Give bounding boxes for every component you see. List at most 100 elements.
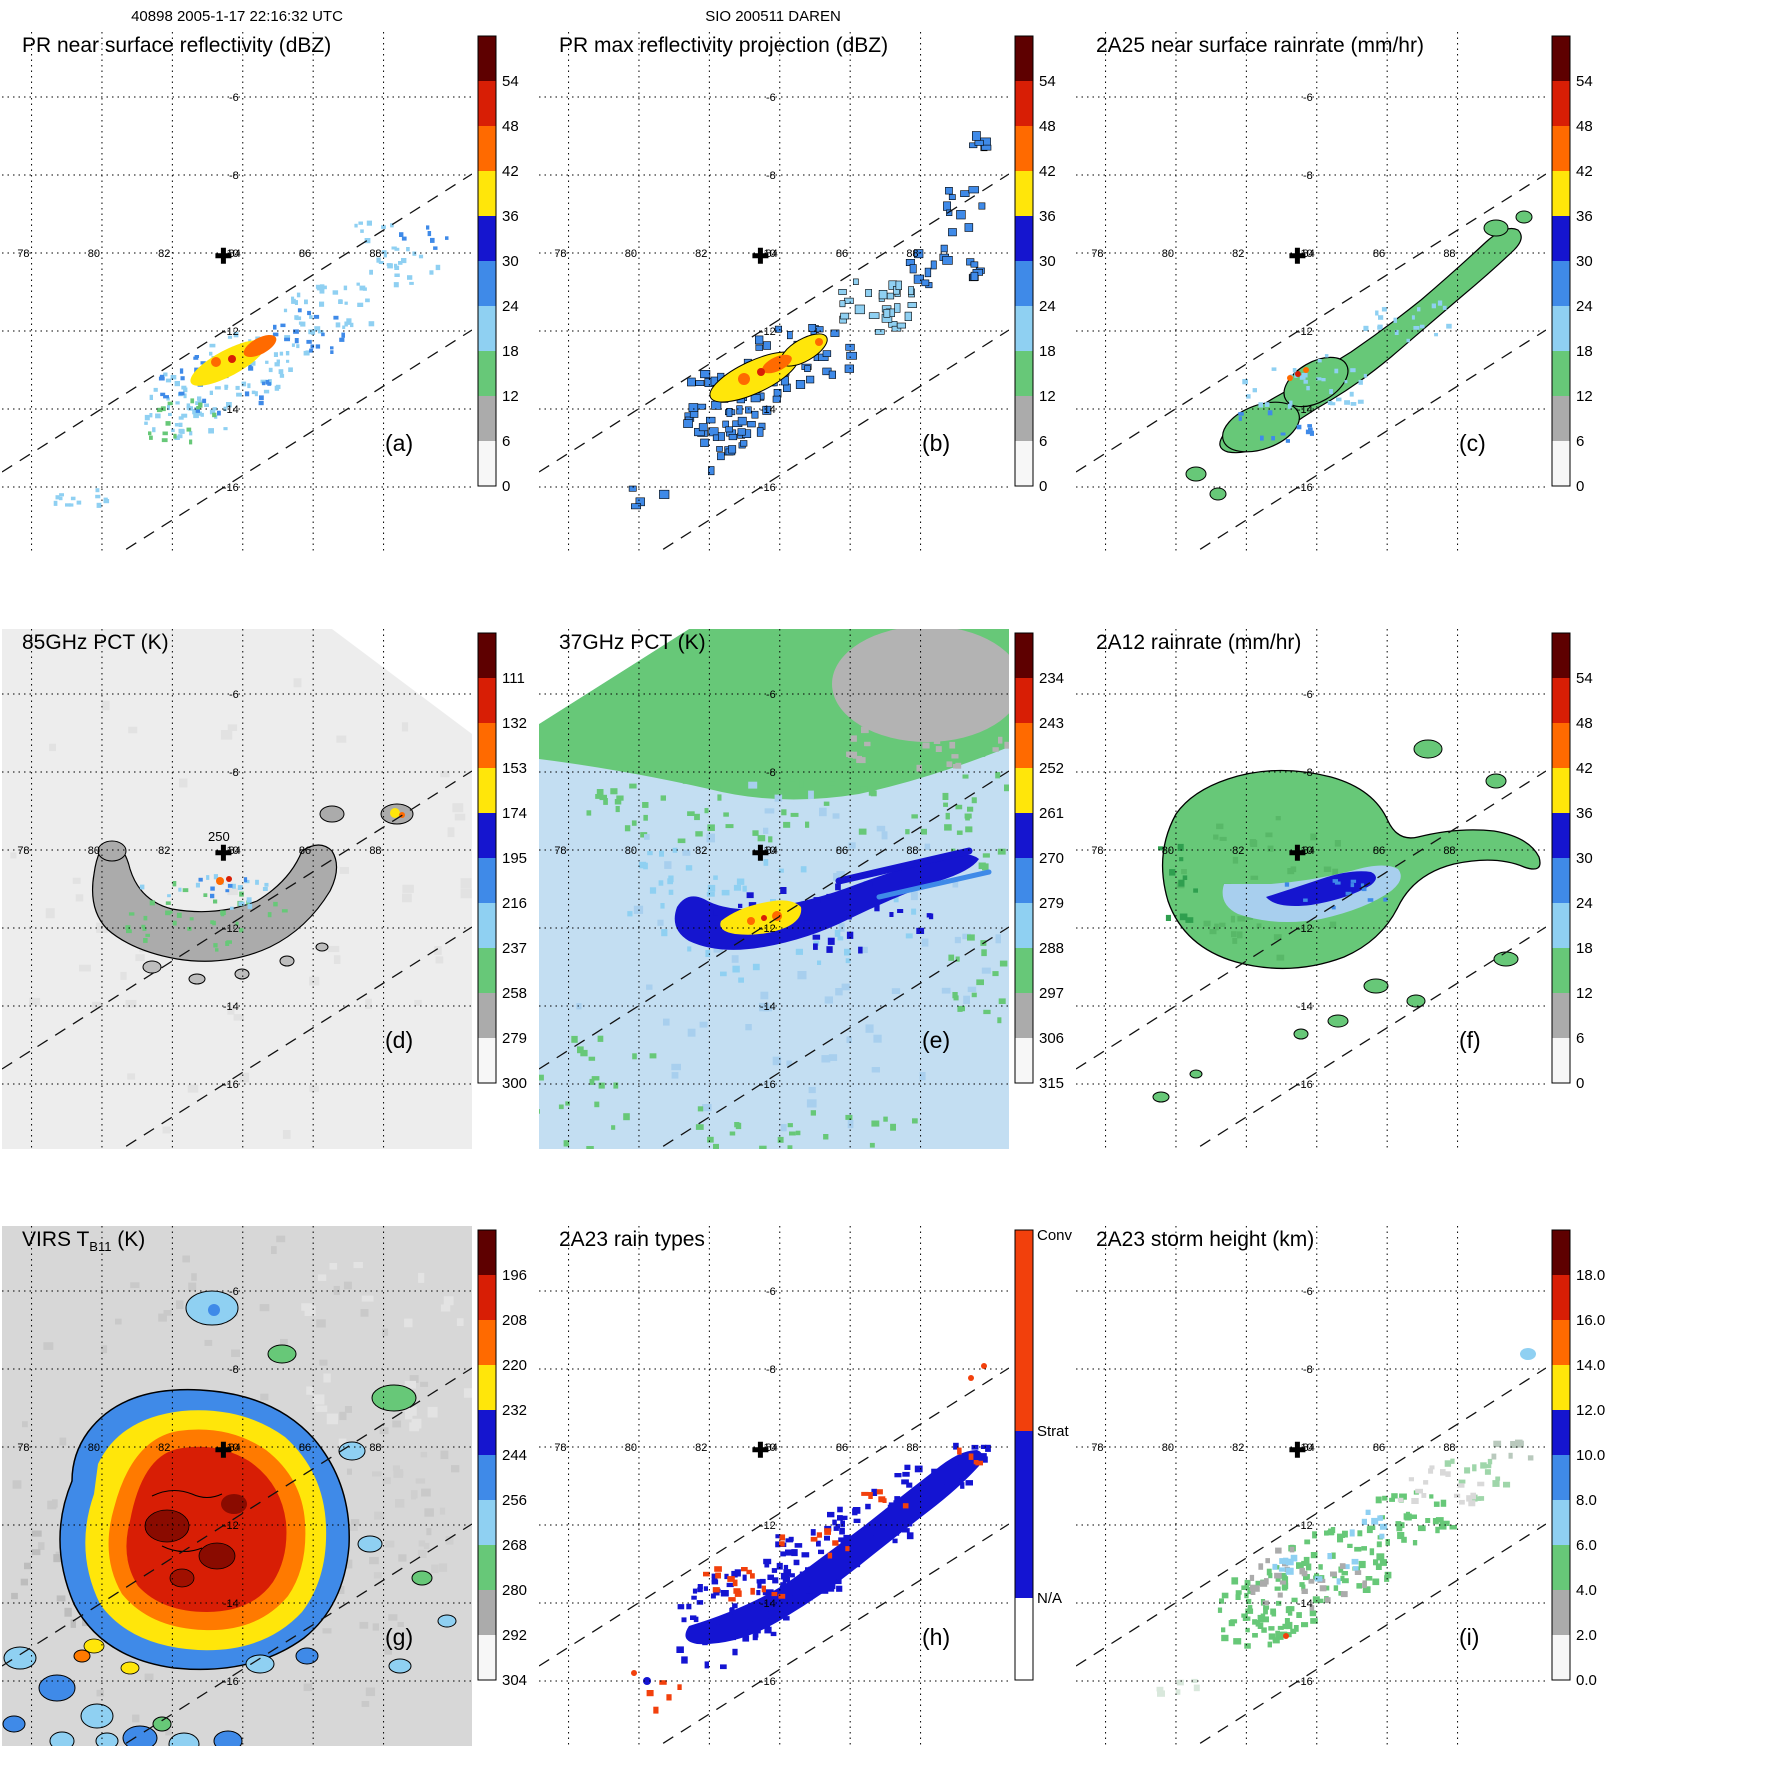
svg-text:36: 36 bbox=[502, 208, 519, 225]
svg-text:80: 80 bbox=[88, 248, 100, 260]
svg-text:288: 288 bbox=[1039, 940, 1064, 957]
panel-h-letter: (h) bbox=[922, 1624, 951, 1650]
svg-text:86: 86 bbox=[1373, 248, 1385, 260]
svg-text:24: 24 bbox=[1576, 298, 1593, 315]
svg-text:84: 84 bbox=[229, 845, 241, 857]
svg-text:-16: -16 bbox=[1297, 482, 1313, 494]
svg-text:-16: -16 bbox=[1297, 1079, 1313, 1091]
panel-d-colorbar: 111 132 153 174 195 216 237 258 279 300 bbox=[477, 632, 527, 1092]
panel-i-map: 78 80 82 84 86 88-6-8-10-12-14-16 bbox=[1076, 1226, 1546, 1746]
svg-text:84: 84 bbox=[766, 1442, 778, 1454]
svg-text:-8: -8 bbox=[766, 170, 776, 182]
svg-text:78: 78 bbox=[1091, 845, 1103, 857]
svg-text:-14: -14 bbox=[1297, 1598, 1313, 1610]
svg-text:-6: -6 bbox=[766, 92, 776, 104]
svg-text:30: 30 bbox=[1039, 253, 1056, 270]
svg-text:237: 237 bbox=[502, 940, 527, 957]
svg-text:86: 86 bbox=[299, 845, 311, 857]
panel-i: 2A23 storm height (km) 78 80 82 84 86 88 -6 -8 -… bbox=[1076, 1226, 1613, 1771]
panel-d-letter: (d) bbox=[385, 1027, 414, 1053]
svg-text:6.0: 6.0 bbox=[1576, 1537, 1597, 1554]
svg-text:-12: -12 bbox=[760, 923, 776, 935]
svg-text:243: 243 bbox=[1039, 715, 1064, 732]
svg-text:80: 80 bbox=[625, 248, 637, 260]
svg-text:18: 18 bbox=[502, 343, 519, 360]
svg-text:86: 86 bbox=[836, 1442, 848, 1454]
svg-text:78: 78 bbox=[17, 1442, 29, 1454]
svg-text:Conv: Conv bbox=[1037, 1227, 1073, 1244]
storm-id: SIO 200511 DAREN bbox=[705, 8, 841, 25]
svg-text:16.0: 16.0 bbox=[1576, 1312, 1605, 1329]
svg-text:6: 6 bbox=[1576, 1030, 1584, 1047]
svg-text:18.0: 18.0 bbox=[1576, 1267, 1605, 1284]
panel-b-map: 78 80 82 84 86 88-6-8-10-12-14-16 bbox=[539, 32, 1009, 552]
svg-text:-12: -12 bbox=[1297, 923, 1313, 935]
svg-text:-12: -12 bbox=[760, 326, 776, 338]
panel-i-colorbar: 18.0 16.0 14.0 12.0 10.0 8.0 6.0 4.0 2.0 0.0 bbox=[1551, 1229, 1605, 1689]
svg-text:82: 82 bbox=[695, 248, 707, 260]
svg-text:280: 280 bbox=[502, 1582, 527, 1599]
svg-text:24: 24 bbox=[1576, 895, 1593, 912]
svg-text:-16: -16 bbox=[223, 482, 239, 494]
svg-text:18: 18 bbox=[1576, 940, 1593, 957]
svg-text:12: 12 bbox=[1576, 985, 1593, 1002]
map-grid-layer: 78 80 82 84 86 88-6-8-10-12-14-16 bbox=[1076, 1226, 1546, 1746]
svg-text:12: 12 bbox=[502, 388, 519, 405]
map-grid-layer: 78 80 82 84 86 88-6-8-10-12-14-16 bbox=[2, 1226, 472, 1746]
panel-h-title: 2A23 rain types bbox=[559, 1228, 705, 1251]
svg-text:252: 252 bbox=[1039, 760, 1064, 777]
panel-g-title-sub: B11 bbox=[89, 1239, 112, 1255]
svg-text:82: 82 bbox=[1232, 845, 1244, 857]
svg-text:78: 78 bbox=[17, 248, 29, 260]
panel-c: 2A25 near surface rainrate (mm/hr) 78 80 8… bbox=[1076, 32, 1613, 597]
panel-g-title-post: (K) bbox=[111, 1228, 146, 1251]
svg-text:12: 12 bbox=[1039, 388, 1056, 405]
panel-a-letter: (a) bbox=[385, 430, 414, 456]
svg-text:4.0: 4.0 bbox=[1576, 1582, 1597, 1599]
svg-text:78: 78 bbox=[1091, 248, 1103, 260]
svg-text:10.0: 10.0 bbox=[1576, 1447, 1605, 1464]
colorbar: 54 48 42 36 30 24 18 12 6 0 bbox=[1014, 35, 1056, 495]
svg-text:-8: -8 bbox=[229, 1364, 239, 1376]
panel-g-title: VIRS TB11 (K) bbox=[22, 1228, 145, 1254]
svg-text:30: 30 bbox=[1576, 850, 1593, 867]
panel-c-colorbar: 54 48 42 36 30 24 18 12 6 0 bbox=[1551, 35, 1593, 495]
panel-b-colorbar: 54 48 42 36 30 24 18 12 6 0 bbox=[1014, 35, 1056, 495]
svg-text:-16: -16 bbox=[760, 1676, 776, 1688]
svg-text:14.0: 14.0 bbox=[1576, 1357, 1605, 1374]
colorbar: 18.0 16.0 14.0 12.0 10.0 8.0 6.0 4.0 2.0 0.0 bbox=[1551, 1229, 1605, 1689]
svg-text:244: 244 bbox=[502, 1447, 527, 1464]
svg-text:88: 88 bbox=[906, 248, 918, 260]
svg-text:0: 0 bbox=[1576, 478, 1584, 495]
panel-c-title: 2A25 near surface rainrate (mm/hr) bbox=[1096, 34, 1424, 57]
svg-text:88: 88 bbox=[1443, 1442, 1455, 1454]
panel-a: PR near surface reflectivity (dBZ) 78 80 8… bbox=[2, 32, 539, 597]
svg-text:0: 0 bbox=[502, 478, 510, 495]
svg-text:-16: -16 bbox=[760, 1079, 776, 1091]
field-layer bbox=[1185, 210, 1533, 501]
panel-e-colorbar: 234 243 252 261 270 279 288 297 306 315 bbox=[1014, 632, 1064, 1092]
svg-text:84: 84 bbox=[766, 845, 778, 857]
field-layer: 250 bbox=[2, 629, 472, 1149]
map-grid-layer: 78 80 82 84 86 88-6-8-10-12-14-16 bbox=[539, 32, 1009, 552]
svg-text:153: 153 bbox=[502, 760, 527, 777]
panel-f-colorbar: 54 48 42 36 30 24 18 12 6 0 bbox=[1551, 632, 1593, 1092]
panel-d-title: 85GHz PCT (K) bbox=[22, 631, 169, 654]
svg-text:80: 80 bbox=[1162, 248, 1174, 260]
svg-text:208: 208 bbox=[502, 1312, 527, 1329]
svg-text:88: 88 bbox=[1443, 845, 1455, 857]
svg-text:220: 220 bbox=[502, 1357, 527, 1374]
svg-text:88: 88 bbox=[369, 845, 381, 857]
svg-text:195: 195 bbox=[502, 850, 527, 867]
svg-text:-8: -8 bbox=[229, 170, 239, 182]
svg-text:30: 30 bbox=[502, 253, 519, 270]
svg-text:-16: -16 bbox=[760, 482, 776, 494]
svg-text:-6: -6 bbox=[229, 689, 239, 701]
field-layer bbox=[539, 629, 1009, 1149]
svg-text:80: 80 bbox=[625, 845, 637, 857]
svg-text:-16: -16 bbox=[223, 1676, 239, 1688]
svg-text:174: 174 bbox=[502, 805, 527, 822]
svg-text:80: 80 bbox=[88, 845, 100, 857]
svg-text:42: 42 bbox=[1039, 163, 1056, 180]
